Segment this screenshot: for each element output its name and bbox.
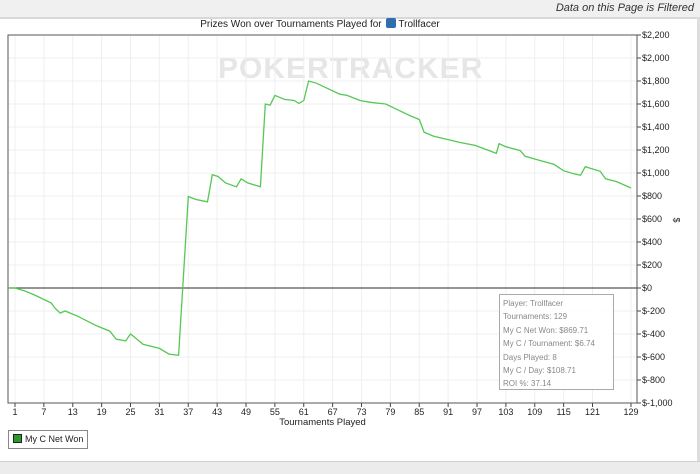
x-tick-label: 13 (68, 407, 78, 417)
y-tick-label: $-400 (642, 329, 665, 339)
x-tick-label: 49 (241, 407, 251, 417)
net-won-line (8, 80, 632, 357)
title-text: Prizes Won over Tournaments Played for (200, 19, 382, 30)
y-tick-label: $800 (642, 191, 662, 201)
x-tick-label: 129 (623, 407, 638, 417)
y-tick-label: $2,200 (642, 30, 670, 40)
x-tick-label: 73 (356, 407, 366, 417)
y-tick-label: $-800 (642, 375, 665, 385)
y-tick-label: $1,000 (642, 168, 670, 178)
legend-label: My C Net Won (25, 434, 84, 444)
x-tick-label: 37 (183, 407, 193, 417)
y-tick-label: $-600 (642, 352, 665, 362)
x-tick-label: 19 (97, 407, 107, 417)
y-axis-title: $ (671, 217, 682, 223)
x-tick-label: 79 (385, 407, 395, 417)
x-tick-label: 67 (328, 407, 338, 417)
stats-tooltip: Player: Trollfacer Tournaments: 129 My C… (499, 294, 614, 390)
x-tick-label: 121 (585, 407, 600, 417)
tooltip-per-tournament: My C / Tournament: $6.74 (503, 339, 595, 349)
chart-title: Prizes Won over Tournaments Played for T… (0, 18, 640, 30)
x-tick-label: 91 (443, 407, 453, 417)
tooltip-net-won: My C Net Won: $869.71 (503, 325, 589, 335)
x-tick-label: 61 (299, 407, 309, 417)
tooltip-days: Days Played: 8 (503, 352, 557, 362)
tooltip-tournaments: Tournaments: 129 (503, 312, 568, 322)
filter-bar: Data on this Page is Filtered (0, 0, 700, 19)
y-tick-label: $600 (642, 214, 662, 224)
x-tick-label: 109 (527, 407, 542, 417)
x-axis-title: Tournaments Played (279, 417, 366, 428)
x-tick-label: 97 (472, 407, 482, 417)
y-tick-label: $1,800 (642, 76, 670, 86)
x-tick-label: 115 (556, 407, 570, 417)
x-tick-label: 43 (212, 407, 222, 417)
x-tick-label: 85 (414, 407, 424, 417)
tooltip-per-day: My C / Day: $108.71 (503, 365, 576, 375)
tooltip-player: Player: Trollfacer (503, 299, 564, 308)
y-tick-label: $-1,000 (642, 398, 673, 408)
y-tick-label: $200 (642, 260, 662, 270)
x-tick-label: 7 (41, 407, 46, 417)
x-tick-label: 103 (498, 407, 513, 417)
y-tick-label: $0 (642, 283, 652, 293)
tooltip-roi: ROI %: 37.14 (503, 379, 552, 389)
plot-frame (7, 34, 638, 404)
y-tick-label: $-200 (642, 306, 665, 316)
bottom-bar (0, 461, 700, 474)
y-tick-label: $400 (642, 237, 662, 247)
y-tick-label: $1,400 (642, 122, 670, 132)
filter-notice: Data on this Page is Filtered (555, 2, 694, 14)
legend-swatch (13, 434, 22, 443)
x-tick-label: 55 (270, 407, 280, 417)
x-tick-label: 1 (12, 407, 17, 417)
scrollbar[interactable] (697, 17, 700, 461)
y-tick-label: $1,200 (642, 145, 670, 155)
y-tick-label: $2,000 (642, 53, 670, 63)
x-tick-label: 25 (125, 407, 135, 417)
player-avatar-icon (386, 18, 397, 28)
x-tick-label: 31 (154, 407, 164, 417)
y-tick-label: $1,600 (642, 99, 670, 109)
legend[interactable]: My C Net Won (8, 430, 89, 449)
player-name: Trollfacer (398, 19, 440, 30)
